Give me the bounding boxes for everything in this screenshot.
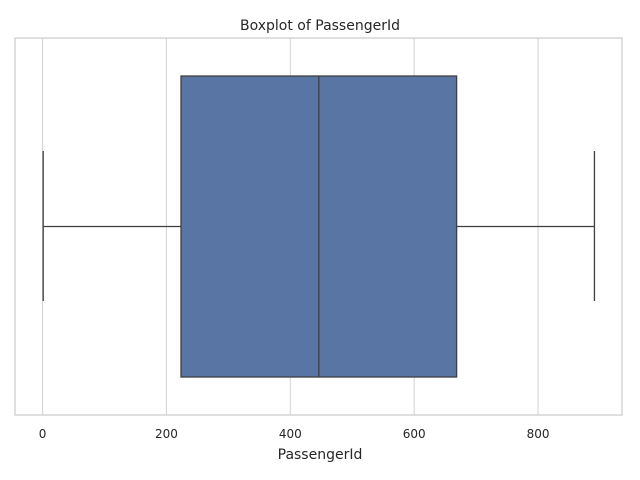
box-layer (42, 75, 596, 378)
x-tick-label: 600 (403, 427, 426, 441)
x-tick-label: 400 (279, 427, 302, 441)
x-tick-label: 800 (527, 427, 550, 441)
tick-layer: 0 200 400 600 800 (39, 427, 550, 441)
x-tick-label: 0 (39, 427, 47, 441)
plot-frame (14, 37, 623, 416)
x-axis-label: PassengerId (278, 447, 363, 463)
x-tick-label: 200 (155, 427, 178, 441)
chart-title: Boxplot of PassengerId (240, 18, 400, 34)
